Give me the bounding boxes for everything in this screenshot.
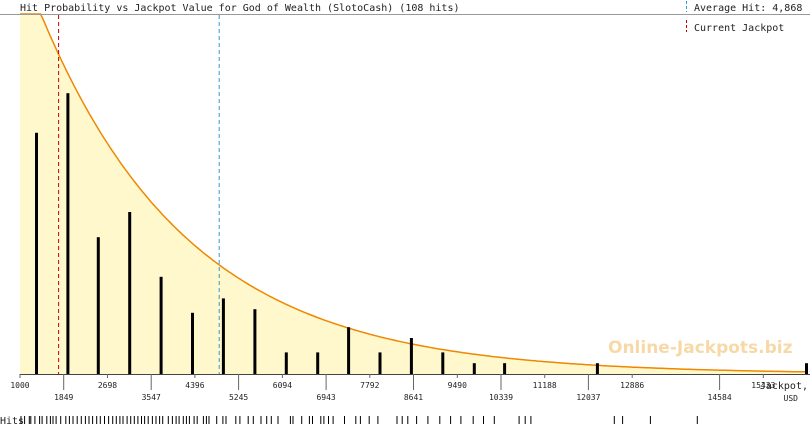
x-tick-label: 4396	[185, 381, 204, 390]
x-tick-label: 14584	[708, 393, 732, 402]
hit-bar	[221, 298, 225, 374]
watermark: Online-Jackpots.biz	[608, 338, 793, 358]
hit-bar	[805, 363, 808, 374]
x-tick-label: 2698	[98, 381, 117, 390]
hit-bar	[378, 352, 382, 374]
hit-bar	[347, 327, 351, 374]
x-tick-label: 6094	[273, 381, 292, 390]
hit-bar	[284, 352, 288, 374]
plot-area	[20, 13, 809, 374]
probability-curve	[20, 13, 809, 373]
x-tick-label: 1849	[54, 393, 73, 402]
x-ticks: 1000 2698 4396 6094 7792 9490 11188 12886 15433 1…	[10, 374, 776, 402]
hit-bar	[441, 352, 445, 374]
hit-bar	[503, 363, 507, 374]
hit-bar	[96, 237, 100, 374]
hit-bar	[191, 312, 194, 374]
x-axis-label: Jackpot,	[760, 381, 808, 392]
x-axis-unit: USD	[784, 394, 799, 403]
hit-bar	[35, 132, 38, 374]
legend-average-label: Average Hit: 4,868	[694, 3, 802, 14]
x-tick-label: 10339	[489, 393, 513, 402]
x-tick-label: 9490	[448, 381, 467, 390]
x-tick-label: 15433	[751, 381, 775, 390]
legend: Average Hit: 4,868 Current Jackpot	[686, 1, 802, 34]
hit-bar	[409, 338, 413, 374]
x-tick-label: 7792	[360, 381, 379, 390]
chart-title: Hit Probability vs Jackpot Value for God…	[20, 3, 460, 14]
hit-bar	[316, 352, 320, 374]
hit-bar	[128, 212, 132, 374]
x-tick-label: 3547	[142, 393, 161, 402]
x-tick-label: 8641	[404, 393, 423, 402]
hit-bar	[253, 309, 257, 374]
x-tick-label: 12037	[576, 393, 600, 402]
rug-label: Hits	[0, 416, 24, 425]
hit-bar	[595, 363, 599, 374]
x-tick-label: 6943	[316, 393, 335, 402]
x-tick-label: 1000	[10, 381, 29, 390]
hit-bar	[472, 363, 476, 374]
hit-bar	[159, 276, 163, 374]
hit-bar	[66, 93, 70, 374]
x-tick-label: 5245	[229, 393, 248, 402]
legend-current-label: Current Jackpot	[694, 23, 784, 34]
probability-area	[20, 14, 808, 374]
hits-rug	[20, 416, 698, 424]
x-tick-label: 11188	[533, 381, 557, 390]
x-tick-label: 12886	[620, 381, 644, 390]
